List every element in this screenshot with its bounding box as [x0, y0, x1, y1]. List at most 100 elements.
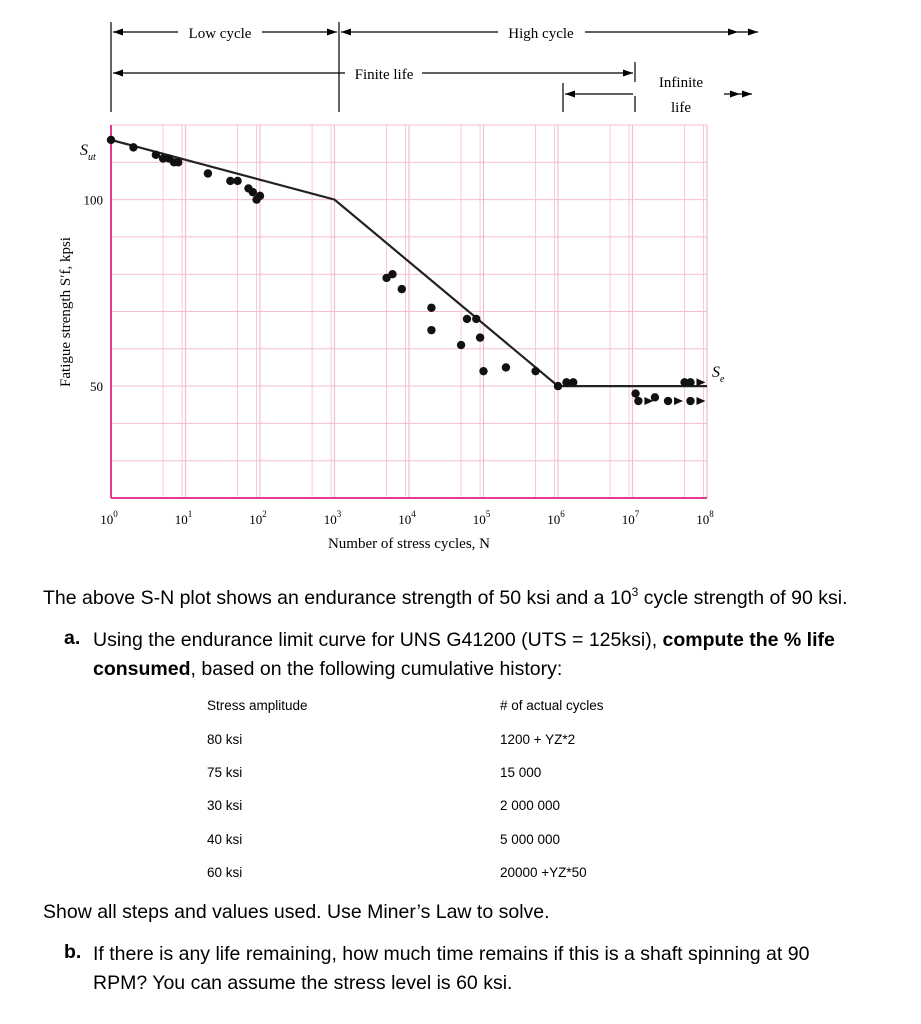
runout-arrow — [674, 397, 684, 406]
tick-labels: 100 101 102 103 104 105 106 107 108 100 50 — [84, 193, 715, 527]
axes — [110, 125, 707, 499]
data-point — [427, 325, 436, 335]
y-tick-label: 50 — [90, 379, 103, 394]
x-axis-title: Number of stress cycles, N — [328, 536, 490, 552]
x-tick-label: 105 — [473, 509, 491, 527]
data-point — [479, 366, 488, 376]
high-cycle-label: High cycle — [508, 26, 574, 42]
arrowhead — [748, 28, 758, 36]
table-header-cycles: # of actual cycles — [500, 698, 604, 713]
se-label-main: S — [712, 364, 720, 381]
x-tick-label: 108 — [696, 509, 714, 527]
runout-arrow — [696, 397, 706, 406]
runout-point — [634, 396, 643, 406]
data-point — [680, 378, 689, 387]
data-point — [553, 381, 563, 391]
data-point — [569, 378, 578, 387]
data-point — [388, 270, 397, 279]
arrowhead — [730, 90, 740, 98]
infinite-life-label-1: Infinite — [659, 75, 703, 91]
question-a-line1: Using the endurance limit curve for UNS … — [93, 629, 663, 651]
x-tick-label: 104 — [398, 509, 416, 527]
data-point — [255, 191, 265, 201]
arrowhead — [742, 90, 752, 98]
question-a-line1-bold: compute the % life — [662, 629, 835, 651]
x-tick-label: 102 — [249, 509, 267, 527]
question-a-line2-bold: consumed — [93, 658, 191, 680]
table-row-1-cycles: 1200 + YZ*2 — [500, 732, 576, 747]
question-b-label: b. — [64, 941, 82, 963]
table-row-2-cycles: 15 000 — [500, 765, 542, 780]
data-point — [631, 389, 640, 398]
table-row-5-stress: 60 ksi — [207, 865, 243, 880]
intro-paragraph: The above S-N plot shows an endurance st… — [43, 584, 848, 612]
data-point — [158, 154, 168, 163]
data-point — [475, 333, 485, 342]
arrowhead — [565, 90, 575, 98]
y-tick-label: 100 — [84, 193, 104, 208]
data-point — [531, 366, 540, 376]
runout-point — [663, 396, 673, 406]
data-point — [462, 314, 472, 324]
data-point — [562, 378, 571, 387]
arrowhead — [341, 28, 351, 36]
se-label-sub: e — [720, 374, 725, 385]
runout-arrow — [644, 397, 654, 406]
data-point — [248, 187, 257, 197]
table-row-3-stress: 30 ksi — [207, 798, 243, 813]
table-row-2-stress: 75 ksi — [207, 765, 243, 780]
table-header-stress: Stress amplitude — [207, 698, 308, 713]
question-a-text: Using the endurance limit curve for UNS … — [93, 626, 883, 684]
intro-pre: The above S-N plot shows an endurance st… — [43, 587, 632, 609]
data-point — [456, 340, 466, 350]
low-cycle-label: Low cycle — [189, 26, 252, 42]
x-tick-label: 107 — [622, 509, 640, 527]
arrowhead — [113, 28, 123, 36]
table-row-5-cycles: 20000 +YZ*50 — [500, 865, 587, 880]
runout-point — [686, 396, 695, 406]
table-row-1-stress: 80 ksi — [207, 732, 243, 747]
table-row-3-cycles: 2 000 000 — [500, 798, 561, 813]
data-point — [233, 176, 242, 186]
x-tick-label: 101 — [175, 509, 193, 527]
annotation-arrowheads — [113, 28, 758, 98]
table-row-4-cycles: 5 000 000 — [500, 832, 561, 847]
data-point — [501, 363, 511, 372]
intro-sup: 3 — [631, 585, 639, 599]
se-label: Se — [712, 364, 725, 385]
arrowhead — [728, 28, 738, 36]
data-point — [397, 284, 406, 294]
data-points — [106, 135, 706, 406]
data-point — [129, 143, 138, 152]
arrowhead — [327, 28, 337, 36]
grid — [110, 124, 708, 498]
x-tick-label: 106 — [547, 509, 565, 527]
infinite-life-label-2: life — [671, 100, 691, 116]
sn-curve — [110, 138, 707, 388]
table-row-4-stress: 40 ksi — [207, 832, 243, 847]
arrowhead — [623, 69, 633, 77]
data-point — [472, 314, 481, 324]
data-point — [427, 303, 436, 312]
show-steps-text: Show all steps and values used. Use Mine… — [43, 901, 550, 923]
y-axis-title: Fatigue strength S′f, kpsi — [58, 237, 74, 387]
question-a-line2: , based on the following cumulative hist… — [190, 658, 563, 680]
sut-label-main: S — [80, 142, 88, 159]
data-point — [151, 150, 161, 160]
sn-chart: Low cycle High cycle Finite life Infinit… — [58, 22, 758, 552]
data-point — [650, 393, 660, 402]
data-point — [106, 135, 116, 145]
question-b-text: If there is any life remaining, how much… — [93, 943, 810, 994]
data-point — [203, 169, 213, 178]
data-point — [174, 158, 183, 167]
runout-point — [686, 378, 695, 387]
question-a-label: a. — [64, 627, 81, 649]
runout-arrow — [696, 378, 706, 387]
fitted-curve — [110, 138, 707, 388]
x-tick-label: 103 — [324, 509, 342, 527]
sut-label: Sut — [80, 142, 96, 163]
x-tick-label: 100 — [100, 509, 118, 527]
intro-post: cycle strength of 90 ksi. — [638, 587, 848, 609]
sut-label-sub: ut — [88, 152, 96, 163]
arrowhead — [113, 69, 123, 77]
